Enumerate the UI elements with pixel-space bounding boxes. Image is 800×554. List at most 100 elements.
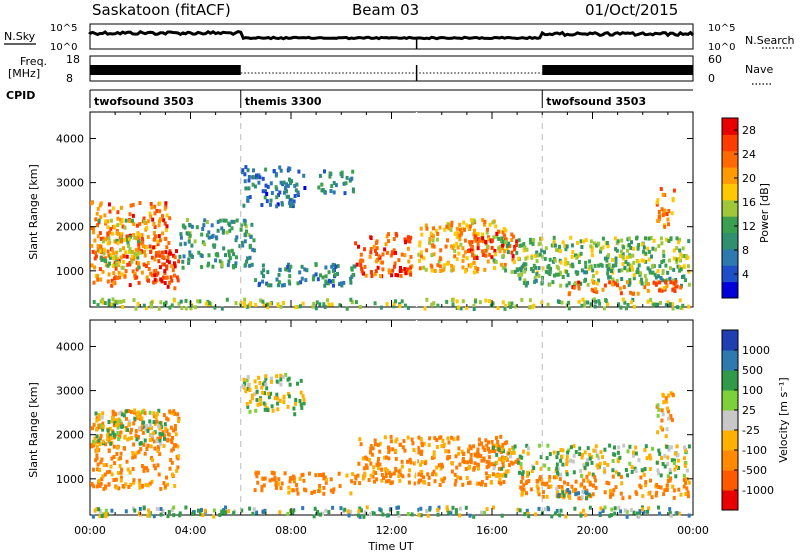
power-cell — [592, 241, 596, 246]
power-cell — [501, 300, 505, 305]
power-cell — [136, 301, 140, 306]
velocity-cell — [144, 482, 148, 487]
xtick-label: 20:00 — [577, 524, 609, 537]
power-cell — [662, 285, 666, 290]
velocity-cell — [420, 460, 424, 465]
power-cell — [591, 274, 595, 279]
velocity-cell — [262, 483, 266, 488]
power-cell — [593, 304, 597, 309]
velocity-cell — [611, 468, 615, 473]
velocity-cell — [201, 513, 205, 517]
velocity-cell — [443, 476, 446, 481]
power-cell — [583, 270, 587, 275]
power-cell — [501, 246, 505, 251]
power-cell — [601, 236, 605, 241]
velocity-cell — [662, 492, 666, 497]
power-cell — [185, 231, 189, 236]
power-cell — [90, 243, 94, 248]
velocity-cell — [99, 460, 103, 465]
velocity-cell — [99, 436, 102, 441]
velocity-cell — [586, 493, 590, 498]
power-cell — [620, 277, 624, 281]
velocity-cell — [373, 442, 377, 447]
power-cell — [277, 280, 281, 285]
power-cell — [455, 231, 459, 236]
velocity-cell — [128, 436, 131, 441]
power-ytick-label: 4000 — [56, 132, 84, 145]
velocity-cell — [419, 513, 423, 518]
velocity-colorbar-frame — [721, 329, 739, 511]
velocity-cell — [248, 506, 252, 511]
power-cell — [546, 302, 550, 307]
power-cell — [590, 253, 594, 258]
velocity-cell — [95, 427, 99, 432]
power-cell — [513, 269, 517, 274]
velocity-cell — [480, 510, 484, 515]
velocity-cell — [419, 437, 423, 442]
velocity-cell — [464, 466, 468, 471]
velocity-cell — [634, 468, 638, 473]
power-cell — [184, 298, 188, 303]
power-cell — [503, 262, 507, 267]
velocity-cell — [375, 462, 379, 467]
power-cell — [622, 285, 626, 290]
velocity-cell — [655, 483, 659, 487]
power-cell — [564, 247, 568, 252]
power-cell — [180, 306, 184, 310]
power-cell — [316, 277, 320, 282]
velocity-cell — [637, 458, 641, 463]
velocity-cell — [483, 448, 487, 452]
velocity-cell — [112, 444, 116, 449]
power-cell — [566, 261, 570, 265]
power-cell — [392, 304, 396, 309]
velocity-cell — [675, 511, 679, 516]
power-cell — [115, 250, 119, 255]
velocity-cell — [369, 461, 373, 466]
power-cell — [629, 246, 633, 250]
power-cell — [139, 233, 143, 238]
power-cell — [607, 263, 611, 267]
power-cell — [196, 299, 200, 304]
power-cell — [450, 268, 454, 273]
velocity-cell — [512, 446, 516, 451]
velocity-cell — [398, 478, 402, 483]
power-cell — [182, 254, 186, 259]
velocity-cell — [605, 480, 609, 485]
velocity-cell — [682, 478, 686, 482]
power-cell — [172, 261, 176, 266]
power-cell — [147, 266, 151, 271]
power-colorbar-tick-label: 4 — [742, 268, 749, 281]
power-cell — [669, 266, 672, 271]
velocity-ytick-label: 1000 — [56, 473, 84, 486]
velocity-cell — [275, 379, 279, 384]
power-cell — [288, 167, 292, 171]
power-cell — [559, 260, 563, 265]
velocity-cell — [545, 481, 549, 486]
nsky-series — [88, 30, 695, 41]
power-cell — [318, 173, 322, 178]
velocity-cell — [582, 490, 586, 495]
velocity-cell — [593, 474, 597, 479]
velocity-cell — [545, 456, 549, 461]
velocity-cell — [124, 482, 128, 487]
power-cell — [200, 232, 204, 237]
velocity-cell — [276, 407, 280, 412]
power-cell — [210, 235, 214, 239]
freq-tick-low: 8 — [66, 72, 73, 85]
velocity-cell — [669, 513, 673, 518]
power-cell — [430, 302, 434, 307]
power-cell — [597, 278, 601, 283]
velocity-cell — [617, 445, 621, 450]
velocity-cell — [125, 409, 129, 414]
power-cell — [246, 198, 250, 203]
velocity-cell — [159, 486, 163, 491]
velocity-cell — [519, 465, 523, 470]
power-cell — [632, 276, 636, 281]
velocity-cell — [476, 447, 480, 452]
power-cell — [632, 304, 636, 309]
power-cell — [163, 281, 167, 285]
velocity-cell — [656, 430, 660, 435]
power-cell — [672, 281, 676, 286]
power-cell — [164, 250, 168, 255]
power-cell — [419, 226, 423, 231]
